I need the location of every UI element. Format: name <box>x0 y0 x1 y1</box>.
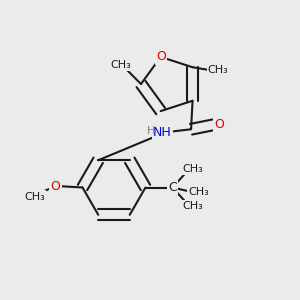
Text: O: O <box>156 50 166 63</box>
Text: C: C <box>168 181 177 194</box>
Text: NH: NH <box>153 126 172 139</box>
Text: CH₃: CH₃ <box>182 201 203 212</box>
Text: CH₃: CH₃ <box>110 60 131 70</box>
Text: CH₃: CH₃ <box>182 164 203 174</box>
Text: CH₃: CH₃ <box>208 65 228 75</box>
Text: O: O <box>214 118 224 131</box>
Text: O: O <box>51 179 60 193</box>
Text: CH₃: CH₃ <box>188 187 209 197</box>
Text: H: H <box>147 126 155 136</box>
Text: CH₃: CH₃ <box>24 191 45 202</box>
